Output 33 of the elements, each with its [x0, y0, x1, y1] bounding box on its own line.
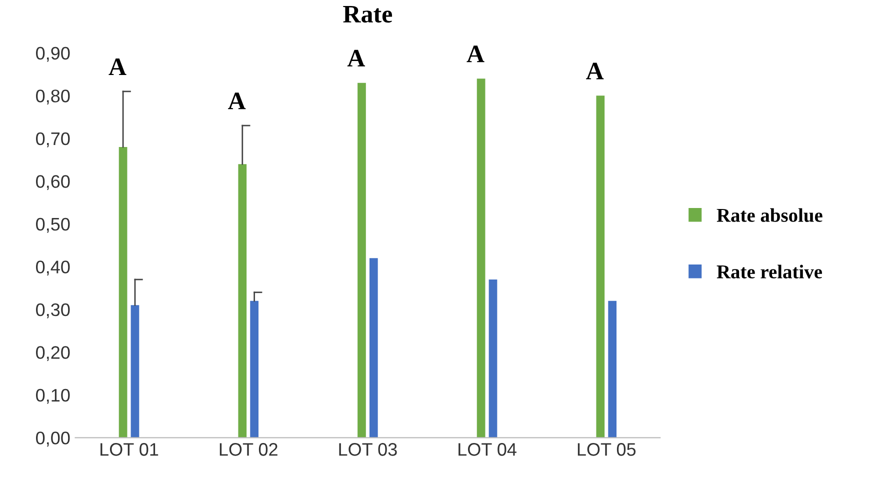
y-tick-label: 0,10 [36, 388, 70, 404]
annotation: A [228, 92, 246, 110]
bar [608, 300, 617, 438]
bar [488, 280, 498, 438]
y-tick-label: 0,70 [36, 132, 70, 148]
legend-label: Rate relative [716, 264, 822, 278]
bar [369, 258, 378, 438]
annotation: A [466, 46, 484, 62]
annotation: A [108, 58, 126, 75]
bar [238, 164, 247, 438]
x-tick-label: LOT 01 [100, 443, 158, 456]
y-tick-label: 0,60 [36, 175, 70, 190]
x-tick-label: LOT 05 [578, 443, 636, 456]
bar [130, 305, 140, 438]
x-tick-label: LOT 04 [458, 443, 516, 456]
y-tick-label: 0,30 [36, 303, 70, 318]
y-tick-label: 0,00 [36, 432, 70, 447]
legend-label: Rate absolue [716, 208, 822, 222]
x-tick-label: LOT 02 [220, 443, 278, 456]
bar [476, 78, 486, 438]
bar [250, 300, 258, 438]
annotation: A [347, 50, 366, 66]
bar [358, 82, 366, 438]
annotation: A [586, 62, 604, 80]
y-tick-label: 0,80 [36, 90, 70, 105]
x-tick-label: LOT 03 [339, 443, 397, 456]
bar [596, 96, 605, 438]
y-tick-label: 0,90 [36, 46, 70, 62]
chart-title: Rate [343, 6, 392, 23]
y-tick-label: 0,50 [36, 218, 70, 233]
bar [118, 146, 128, 438]
y-tick-label: 0,20 [36, 346, 70, 362]
y-tick-label: 0,40 [36, 260, 70, 276]
